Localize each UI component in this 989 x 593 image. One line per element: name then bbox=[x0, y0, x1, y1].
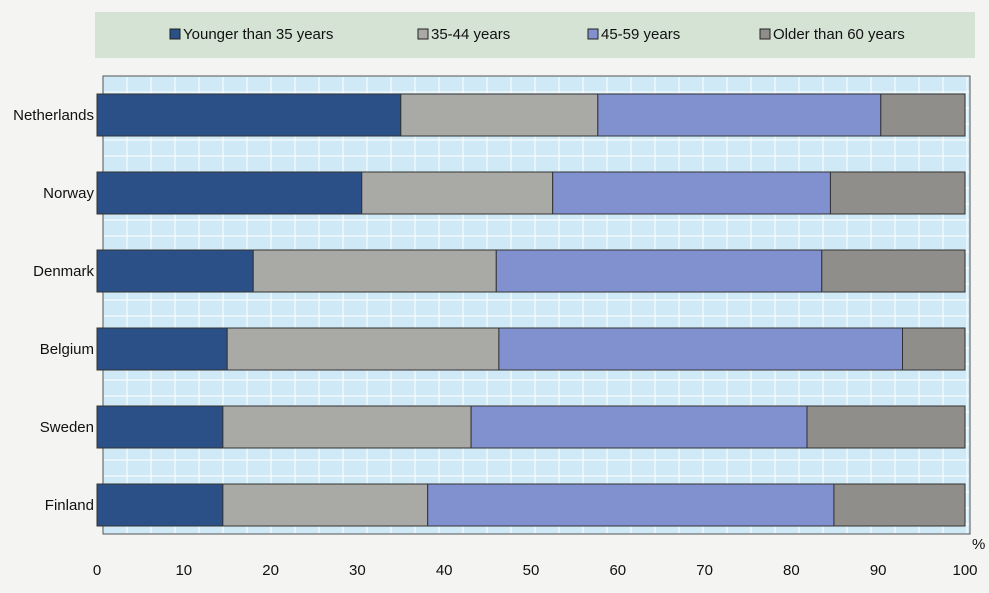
legend-item: Older than 60 years bbox=[759, 26, 905, 43]
x-tick-label: 30 bbox=[349, 562, 366, 579]
bar-segment bbox=[361, 171, 554, 215]
bar-segment bbox=[880, 93, 966, 137]
category-labels: Netherlands Norway Denmark Belgium Sweden Fin… bbox=[13, 107, 94, 514]
x-tick-label: 80 bbox=[783, 562, 800, 579]
legend-item: 45-59 years bbox=[587, 26, 680, 43]
bar-segment bbox=[902, 327, 966, 371]
category-label: Finland bbox=[45, 497, 94, 514]
bar-segment bbox=[495, 249, 823, 293]
legend-box bbox=[95, 12, 975, 58]
bar-segment bbox=[597, 93, 882, 137]
x-tick-label: 90 bbox=[870, 562, 887, 579]
legend-swatch bbox=[759, 28, 771, 40]
bar-segment bbox=[470, 405, 808, 449]
bar-segment bbox=[427, 483, 835, 527]
bars bbox=[96, 93, 966, 527]
legend-item: Younger than 35 years bbox=[169, 26, 333, 43]
bar-segment bbox=[96, 483, 224, 527]
legend: Younger than 35 years 35-44 years 45-59 ye… bbox=[169, 26, 905, 43]
bar-segment bbox=[252, 249, 497, 293]
bar-segment bbox=[498, 327, 904, 371]
bar-segment bbox=[400, 93, 599, 137]
legend-label: Older than 60 years bbox=[773, 26, 905, 43]
x-axis-unit: % bbox=[972, 536, 985, 553]
bar-segment bbox=[222, 405, 472, 449]
legend-swatch bbox=[587, 28, 599, 40]
bar-segment bbox=[821, 249, 966, 293]
bar-segment bbox=[829, 171, 966, 215]
x-tick-label: 100 bbox=[952, 562, 977, 579]
bar-segment bbox=[96, 249, 254, 293]
x-tick-label: 50 bbox=[523, 562, 540, 579]
category-label: Norway bbox=[43, 185, 94, 202]
legend-swatch bbox=[169, 28, 181, 40]
bar-segment bbox=[96, 93, 402, 137]
legend-swatch bbox=[417, 28, 429, 40]
x-tick-label: 10 bbox=[175, 562, 192, 579]
x-tick-label: 70 bbox=[696, 562, 713, 579]
bar-segment bbox=[96, 405, 224, 449]
category-label: Sweden bbox=[40, 419, 94, 436]
x-tick-label: 0 bbox=[93, 562, 101, 579]
bar-segment bbox=[222, 483, 429, 527]
bar-segment bbox=[226, 327, 500, 371]
category-label: Belgium bbox=[40, 341, 94, 358]
bar-segment bbox=[552, 171, 831, 215]
legend-label: 35-44 years bbox=[431, 26, 510, 43]
bar-segment bbox=[806, 405, 966, 449]
x-tick-label: 60 bbox=[609, 562, 626, 579]
bar-segment bbox=[833, 483, 966, 527]
bar-segment bbox=[96, 327, 228, 371]
category-label: Denmark bbox=[33, 263, 94, 280]
bar-segment bbox=[96, 171, 363, 215]
legend-item: 35-44 years bbox=[417, 26, 510, 43]
category-label: Netherlands bbox=[13, 107, 94, 124]
x-tick-label: 20 bbox=[262, 562, 279, 579]
legend-label: 45-59 years bbox=[601, 26, 680, 43]
legend-label: Younger than 35 years bbox=[183, 26, 333, 43]
plot-area bbox=[102, 75, 971, 535]
x-axis-ticks: 0 10 20 30 40 50 60 70 80 90 100 bbox=[93, 562, 978, 579]
x-tick-label: 40 bbox=[436, 562, 453, 579]
